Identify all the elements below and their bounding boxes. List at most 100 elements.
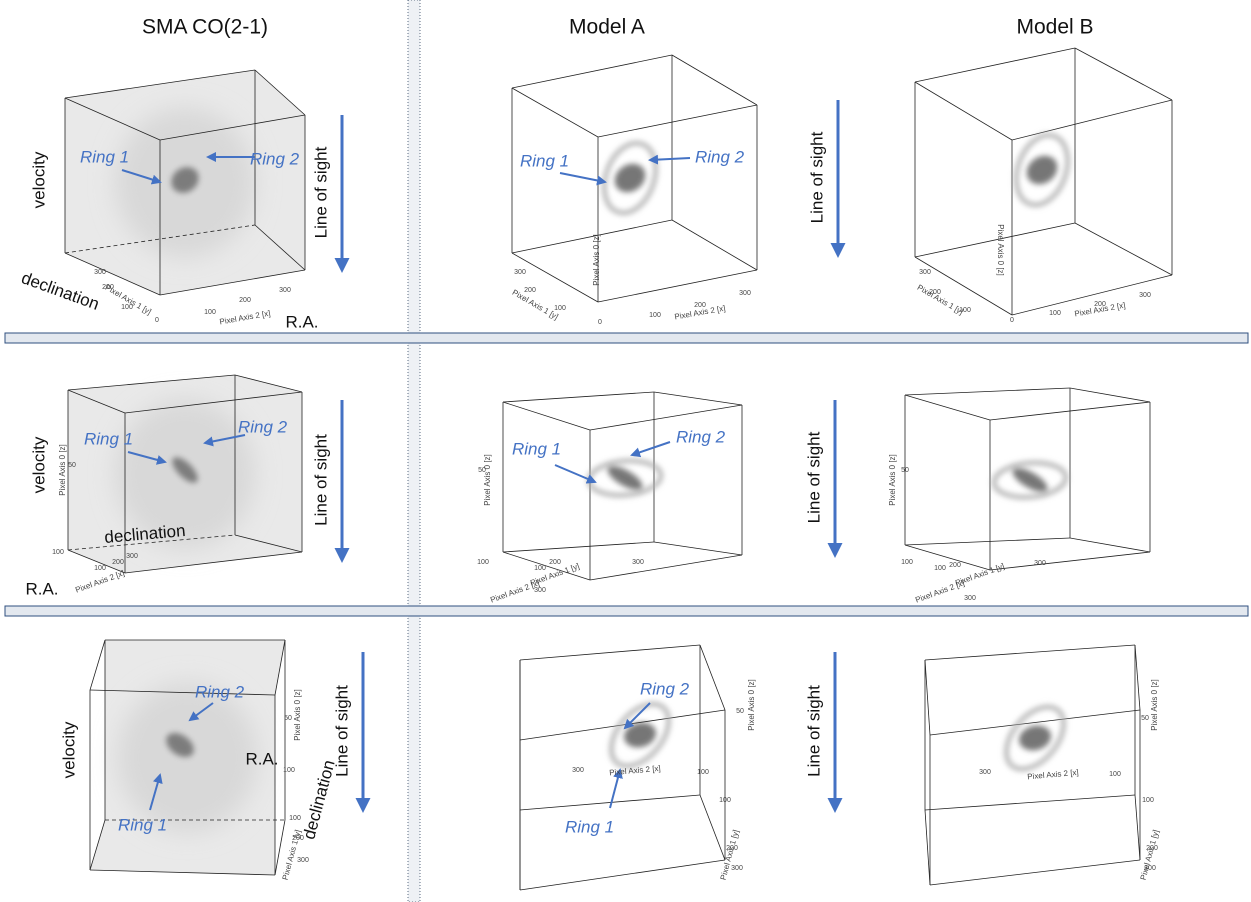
cube-edge [654, 542, 742, 555]
tick-label: 300 [1139, 292, 1151, 299]
ring-core [1009, 463, 1051, 496]
cube-edge [700, 645, 725, 710]
axis-label: Pixel Axis 2 [x] [1027, 768, 1079, 781]
line-of-sight-label: Line of sight [804, 431, 823, 523]
tick-label: 300 [1144, 865, 1156, 872]
axis-label: Pixel Axis 1 [y] [719, 829, 741, 881]
axis-label: Pixel Axis 2 [x] [74, 569, 126, 595]
ring-core [1021, 150, 1063, 190]
axis-annotation: R.A. [245, 749, 278, 768]
tick-label: 300 [632, 559, 644, 566]
tick-label: 100 [934, 565, 946, 572]
cube-edge [1075, 48, 1172, 100]
tick-label: 100 [94, 565, 106, 572]
tick-label: 200 [1094, 301, 1106, 308]
cube-edge [915, 48, 1075, 82]
tick-label: 50 [68, 462, 76, 469]
ring-label: Ring 1 [565, 817, 614, 836]
ring-pointer [632, 442, 670, 455]
cube-edge [520, 645, 700, 660]
line-of-sight-label: Line of sight [804, 685, 823, 777]
tick-label: 300 [297, 857, 309, 864]
tick-label: 0 [1010, 317, 1014, 324]
column-header: SMA CO(2-1) [142, 16, 268, 39]
ring-label: Ring 2 [640, 679, 690, 698]
ring-label: Ring 1 [80, 147, 129, 166]
tick-label: 200 [549, 559, 561, 566]
cube-edge [925, 810, 930, 885]
noise-cloud [118, 683, 258, 833]
ring-label: Ring 1 [84, 429, 133, 448]
line-of-sight-label: Line of sight [311, 434, 330, 526]
axis-label: Pixel Axis 2 [x] [609, 764, 661, 777]
tick-label: 100 [554, 305, 566, 312]
cube-edge [520, 710, 725, 740]
cube-edge [503, 402, 590, 430]
tick-label: 300 [739, 290, 751, 297]
cube-edge [915, 223, 1075, 257]
ring-label: Ring 1 [512, 439, 561, 458]
ring-core [621, 719, 659, 751]
cube-edge [654, 392, 742, 405]
ring-core [1016, 722, 1054, 754]
axis-label: Pixel Axis 0 [z] [888, 454, 897, 506]
ring-label: Ring 2 [695, 147, 745, 166]
cube-edge [930, 860, 1140, 885]
column-header: Model B [1016, 16, 1093, 39]
tick-label: 200 [112, 559, 124, 566]
figure: SMA CO(2-1) Model A Model B Line of sigh… [0, 0, 1251, 902]
tick-label: 200 [694, 302, 706, 309]
tick-label: 100 [959, 307, 971, 314]
ring-label: Ring 2 [195, 682, 245, 701]
ring-label: Ring 2 [250, 149, 300, 168]
cube-edge [925, 645, 1135, 660]
axis-label: Pixel Axis 0 [z] [1150, 679, 1159, 731]
cube-edge [905, 395, 990, 420]
tick-label: 50 [736, 708, 744, 715]
axis-label: Pixel Axis 0 [z] [592, 234, 601, 286]
tick-label: 300 [979, 769, 991, 776]
ring-core [604, 461, 646, 494]
tick-label: 50 [478, 467, 486, 474]
cube-edge [512, 88, 598, 137]
axis-label: Pixel Axis 0 [z] [747, 679, 756, 731]
tick-label: 100 [52, 549, 64, 556]
tick-label: 50 [901, 467, 909, 474]
ring-label: Ring 2 [676, 427, 726, 446]
cube-edge [905, 388, 1070, 395]
tick-label: 300 [964, 595, 976, 602]
axis-annotation: declination [19, 268, 102, 314]
column-header: Model A [569, 16, 645, 39]
tick-label: 100 [289, 815, 301, 822]
tick-label: 100 [901, 559, 913, 566]
tick-label: 100 [719, 797, 731, 804]
axis-annotation: velocity [29, 436, 48, 493]
cube-edge [925, 660, 930, 735]
tick-label: 200 [726, 845, 738, 852]
cube-edge [672, 220, 757, 270]
axis-annotation: declination [299, 758, 338, 841]
axis-annotation: velocity [29, 151, 48, 208]
tick-label: 50 [284, 715, 292, 722]
cube-edge [1135, 645, 1140, 710]
tick-label: 300 [279, 287, 291, 294]
cube-edge [905, 545, 990, 570]
row-divider [5, 606, 1248, 616]
axis-label: Pixel Axis 1 [y] [1139, 829, 1161, 881]
tick-label: 300 [534, 587, 546, 594]
tick-label: 100 [534, 565, 546, 572]
cube-edge [925, 795, 1135, 810]
ring-pointer [555, 465, 595, 482]
line-of-sight-label: Line of sight [311, 146, 330, 238]
axis-label: Pixel Axis 0 [z] [483, 454, 492, 506]
tick-label: 200 [292, 835, 304, 842]
tick-label: 50 [1141, 715, 1149, 722]
cube-edge [700, 795, 725, 860]
row-divider [5, 333, 1248, 343]
tick-label: 100 [283, 767, 295, 774]
tick-label: 100 [204, 309, 216, 316]
cube-edge [598, 105, 757, 137]
axis-annotation: velocity [59, 721, 78, 778]
axis-annotation: R.A. [285, 312, 318, 331]
cube-edge [915, 82, 1012, 140]
